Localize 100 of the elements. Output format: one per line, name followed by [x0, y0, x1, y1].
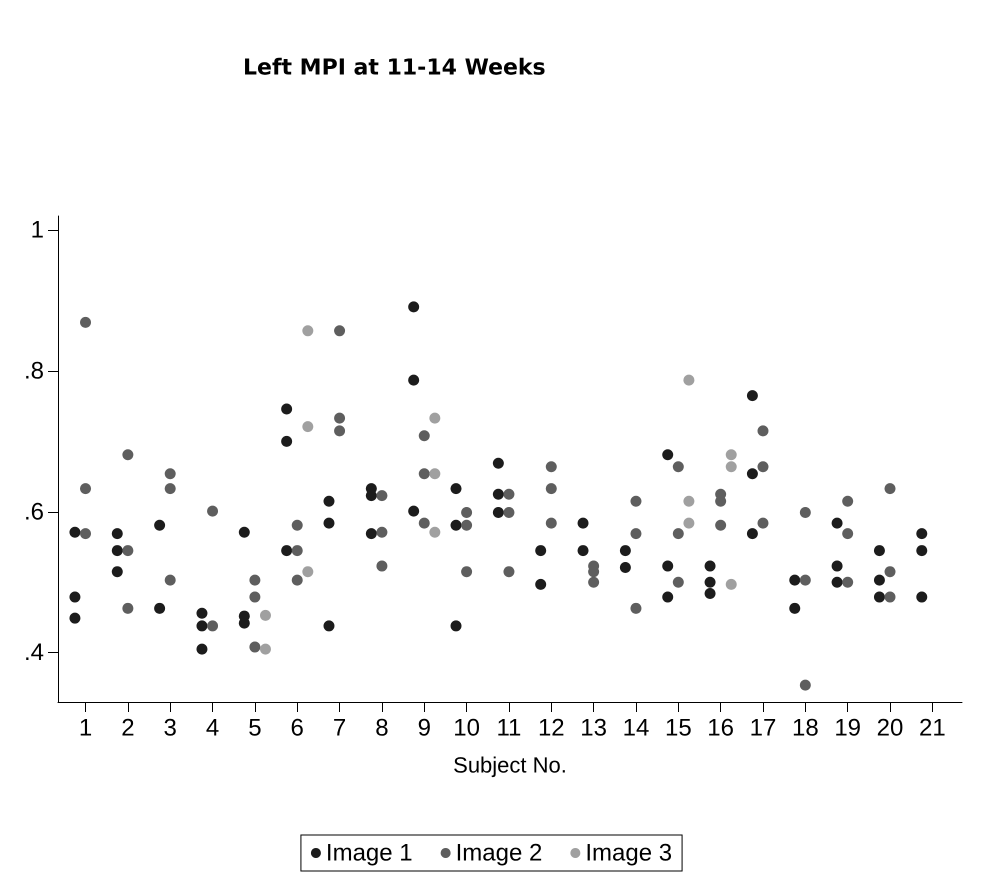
- x-tick-label: 6: [290, 714, 304, 742]
- point: [630, 528, 642, 540]
- point: [292, 574, 303, 586]
- point: [535, 578, 546, 590]
- point: [69, 612, 80, 624]
- point: [281, 545, 292, 556]
- y-tick-label: .4: [24, 639, 44, 666]
- point: [80, 483, 92, 494]
- point: [884, 566, 896, 578]
- point: [874, 545, 885, 556]
- point: [832, 518, 843, 529]
- x-tick-label: 11: [496, 714, 522, 742]
- point: [662, 560, 674, 572]
- point: [164, 468, 176, 480]
- point: [324, 620, 334, 632]
- point: [503, 566, 514, 578]
- point: [196, 644, 208, 655]
- point: [164, 574, 176, 586]
- point: [916, 592, 928, 603]
- point: [884, 592, 896, 603]
- point: [249, 642, 260, 653]
- point: [461, 566, 472, 578]
- x-tick-label: 2: [121, 714, 135, 742]
- point: [418, 468, 430, 480]
- point: [704, 576, 716, 588]
- point: [112, 566, 123, 578]
- point: [122, 449, 134, 460]
- chart-title: Left MPI at 11-14 Weeks: [243, 56, 546, 80]
- point: [683, 496, 694, 507]
- point: [758, 425, 768, 436]
- point: [196, 608, 208, 619]
- x-tick-label: 13: [580, 714, 607, 742]
- point: [80, 316, 92, 328]
- legend-label: Image 1: [326, 840, 413, 866]
- point: [492, 458, 504, 469]
- point: [546, 461, 557, 472]
- point: [281, 403, 292, 414]
- point: [69, 592, 80, 603]
- point: [408, 374, 420, 386]
- point: [249, 592, 260, 603]
- point: [122, 602, 134, 614]
- point: [376, 560, 388, 572]
- x-tick-label: 8: [375, 714, 389, 742]
- y-tick-label: .6: [24, 498, 44, 526]
- point: [746, 468, 758, 480]
- y-tick-label: 1: [30, 216, 44, 244]
- x-tick-label: 15: [664, 714, 692, 742]
- x-tick-label: 4: [206, 714, 220, 742]
- y-tick-label: .8: [24, 357, 44, 384]
- point: [789, 602, 800, 614]
- point: [281, 436, 292, 447]
- point: [429, 468, 440, 480]
- point: [704, 560, 716, 572]
- x-tick-label: 12: [538, 714, 565, 742]
- point: [461, 520, 472, 531]
- legend-label: Image 3: [585, 840, 672, 866]
- x-tick-label: 7: [332, 714, 346, 742]
- x-tick-label: 18: [792, 714, 819, 742]
- point: [80, 528, 92, 540]
- point: [503, 507, 514, 518]
- point: [672, 576, 684, 588]
- point: [620, 562, 631, 573]
- point: [112, 545, 123, 556]
- point: [746, 528, 758, 540]
- point: [746, 390, 758, 402]
- point: [302, 566, 314, 578]
- point: [450, 620, 462, 632]
- point: [366, 528, 377, 540]
- x-tick-label: 19: [834, 714, 862, 742]
- legend-label: Image 2: [456, 840, 542, 866]
- point: [324, 496, 334, 507]
- point: [620, 545, 631, 556]
- point: [302, 325, 314, 336]
- point: [207, 506, 218, 517]
- point: [916, 545, 928, 556]
- point: [800, 680, 811, 691]
- point: [672, 528, 684, 540]
- point: [535, 545, 546, 556]
- point: [704, 588, 716, 600]
- point: [249, 574, 260, 586]
- x-axis-title: Subject No.: [453, 752, 567, 778]
- point: [292, 545, 303, 556]
- point: [207, 620, 218, 632]
- point: [874, 592, 885, 603]
- x-tick-label: 21: [919, 714, 946, 742]
- point: [726, 461, 737, 472]
- point: [69, 526, 80, 538]
- point: [450, 520, 462, 531]
- point: [154, 520, 166, 531]
- point: [164, 483, 176, 494]
- point: [672, 461, 684, 472]
- x-tick-label: 5: [248, 714, 262, 742]
- point: [334, 425, 346, 436]
- point: [715, 520, 726, 531]
- x-tick-label: 1: [78, 714, 92, 742]
- point: [429, 526, 440, 538]
- point: [112, 528, 123, 540]
- point: [916, 528, 928, 540]
- point: [832, 576, 843, 588]
- point: [492, 488, 504, 500]
